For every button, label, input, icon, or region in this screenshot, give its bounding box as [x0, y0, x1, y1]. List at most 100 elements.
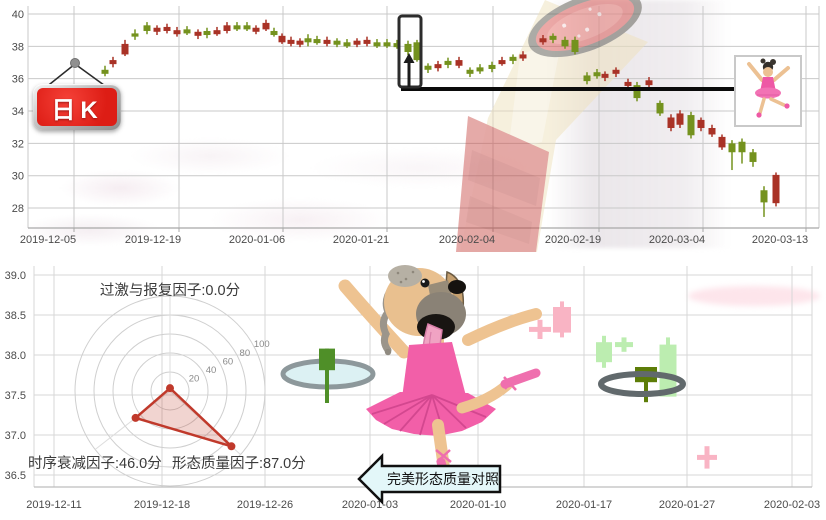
radar-vertex [166, 384, 174, 393]
x-tick-label: 2020-02-03 [764, 499, 820, 511]
highlight-hoop [598, 371, 686, 397]
bottle-body [460, 0, 648, 252]
candle-body [596, 342, 612, 363]
candle-body [213, 30, 221, 35]
hanger-pin [70, 58, 80, 68]
bottle-label-glyphs [468, 150, 540, 206]
y-tick-label: 37.5 [5, 390, 26, 402]
bottle-red-label [456, 116, 549, 252]
radar-vertex [131, 413, 140, 422]
candle-body [624, 81, 632, 86]
candle-body [583, 75, 591, 82]
candle-body [749, 152, 757, 162]
candle-body [252, 27, 260, 32]
bottle-cap [528, 0, 642, 58]
candle-body [262, 22, 270, 30]
x-tick-label: 2020-01-10 [450, 499, 506, 511]
candle-body [413, 42, 421, 61]
candle-body [687, 115, 695, 136]
candle-body [697, 119, 705, 128]
candle-body [153, 27, 161, 32]
x-tick-label: 2019-12-11 [26, 499, 81, 511]
candle-body [121, 43, 129, 55]
candle-body [278, 35, 286, 43]
candle-body [593, 72, 601, 77]
candle-body [333, 40, 341, 45]
candle-body [343, 42, 351, 47]
dancer-left-arm [338, 279, 411, 359]
candle-body [509, 56, 517, 61]
bottle-highlight [508, 38, 562, 152]
x-tick-label: 2020-01-06 [229, 234, 285, 246]
dancer-right-arm [462, 308, 542, 346]
candle-body [173, 30, 181, 35]
candle-body [183, 29, 191, 34]
candle-body [194, 31, 202, 36]
radar-ring-label: 80 [240, 348, 251, 359]
candle-body [659, 344, 677, 397]
candle-body [143, 25, 151, 31]
candle-body [760, 190, 768, 203]
factor-label-pattern-quality: 形态质量因子:87.0分 [172, 456, 306, 472]
y-tick-label: 38 [12, 41, 24, 53]
candle-body [223, 25, 231, 31]
cross-candle-h [697, 454, 717, 460]
y-tick-label: 37.0 [5, 430, 26, 442]
top-chart-grid [27, 6, 820, 232]
x-tick-label: 2019-12-19 [125, 234, 181, 246]
candle-body [383, 42, 391, 47]
comparison-banner: 完美形态质量对照 [357, 452, 502, 506]
candle-body [373, 42, 381, 47]
candle-body [109, 60, 117, 65]
dog-nose [448, 280, 466, 294]
candle-body [313, 39, 321, 44]
candle-body [424, 65, 432, 70]
y-tick-label: 38.0 [5, 350, 26, 362]
x-tick-label: 2020-01-21 [333, 234, 389, 246]
up-arrow-head [403, 53, 415, 63]
y-tick-label: 30 [12, 171, 24, 183]
candle-body [319, 348, 335, 371]
ballerina-figure [747, 58, 790, 118]
y-tick-label: 36.5 [5, 470, 26, 482]
candle-body [434, 64, 442, 69]
candle-body [676, 113, 684, 125]
dancer-bodice [402, 342, 466, 398]
x-tick-label: 2020-01-27 [659, 499, 715, 511]
x-tick-label: 2019-12-26 [237, 499, 293, 511]
candle-body [561, 39, 569, 47]
factor-label-time-decay: 时序衰减因子:46.0分 [28, 456, 162, 472]
radar-ring-label: 40 [206, 365, 217, 376]
candle-body [455, 60, 463, 66]
candle-body [404, 43, 412, 52]
candle-body [645, 80, 653, 86]
candle-body [519, 54, 527, 59]
candle-body [287, 39, 295, 44]
banner-arrow-shape [357, 452, 502, 506]
top-chart-axis-labels: 40 38 36 34 32 30 28 2019-12-05 2019-12-19 2020-0… [12, 9, 808, 246]
candle-body [612, 69, 620, 74]
y-tick-label: 40 [12, 9, 24, 21]
banner-label: 完美形态质量对照 [387, 471, 499, 487]
y-tick-label: 32 [12, 138, 24, 150]
y-tick-label: 36 [12, 74, 24, 86]
candle-body [772, 174, 780, 204]
x-tick-label: 2020-01-17 [556, 499, 612, 511]
y-tick-label: 39.0 [5, 270, 26, 282]
candle-body [553, 307, 571, 333]
cross-candle-h [615, 342, 633, 348]
candle-body [393, 43, 401, 48]
dog-eye [420, 278, 430, 288]
cross-candle-h [529, 326, 551, 332]
candle-body [667, 117, 675, 128]
radar-ring-label: 100 [254, 339, 270, 350]
candle-body [601, 73, 609, 78]
x-tick-label: 2020-03-13 [752, 234, 808, 246]
x-tick-label: 2020-01-03 [342, 499, 398, 511]
liquor-bottle-watermark [456, 0, 648, 252]
top-chart-annotations [397, 14, 734, 91]
factor-label-overreaction: 过激与报复因子:0.0分 [99, 283, 241, 299]
candle-body [549, 35, 557, 40]
candle-body [466, 69, 474, 74]
